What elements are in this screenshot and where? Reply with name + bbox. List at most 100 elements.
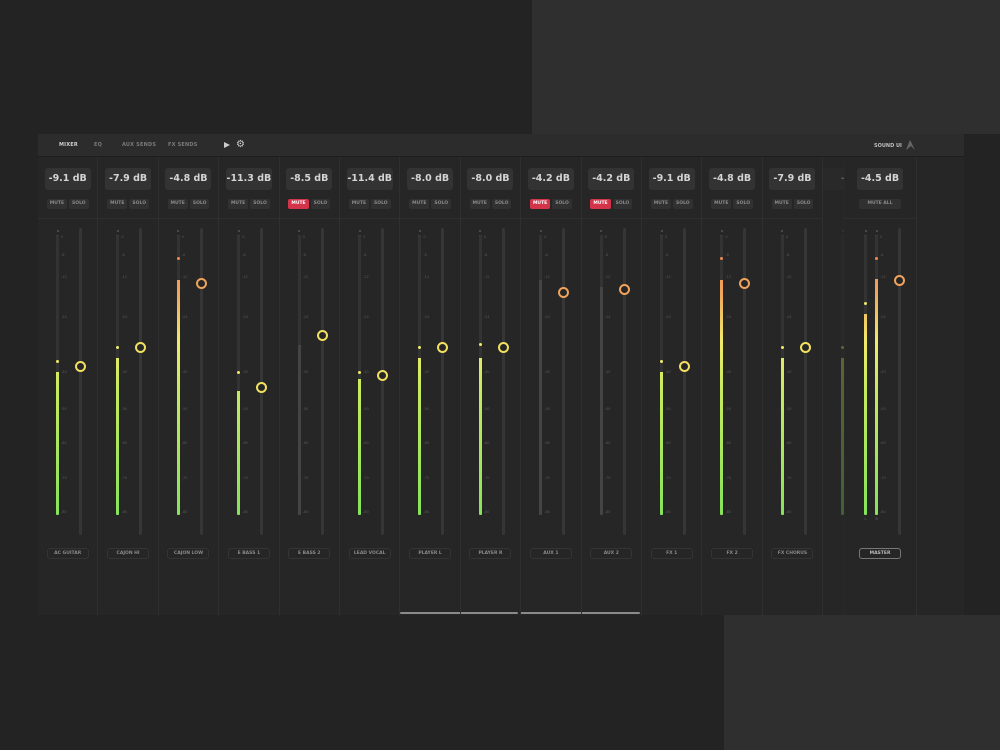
channel-name[interactable]: FX 1: [650, 548, 693, 559]
scale-label: -70: [363, 476, 369, 480]
mute-button[interactable]: MUTE: [348, 199, 370, 209]
scale-label: -40: [423, 370, 430, 374]
mute-button[interactable]: MUTE: [590, 199, 611, 209]
mute-button[interactable]: MUTE: [227, 199, 249, 209]
fader-knob[interactable]: [437, 342, 449, 354]
channel-name[interactable]: PLAYER L: [409, 548, 452, 559]
fader-knob[interactable]: [497, 342, 509, 354]
channel-name[interactable]: LEAD VOCAL: [348, 548, 391, 559]
mute-all-button[interactable]: MUTE ALL: [859, 199, 901, 209]
scale-label: 0: [423, 235, 426, 239]
solo-button[interactable]: SOLO: [793, 199, 814, 209]
solo-button[interactable]: SOLO: [129, 199, 150, 209]
gain-readout: -8.5 dB: [286, 168, 333, 190]
solo-button[interactable]: SOLO: [371, 199, 391, 209]
scale-label: -60: [665, 441, 671, 445]
fader-track[interactable]: [441, 228, 445, 535]
scale-label: -50: [242, 407, 248, 411]
fader-knob[interactable]: [256, 382, 268, 394]
fader-track[interactable]: [501, 228, 505, 535]
channel-name[interactable]: CAJON LOW: [167, 548, 210, 559]
mute-button[interactable]: MUTE: [107, 199, 128, 209]
fader-track[interactable]: [803, 228, 807, 535]
mute-button[interactable]: MUTE: [771, 199, 792, 209]
fader-knob[interactable]: [799, 342, 811, 354]
tab-aux-sends[interactable]: AUX SENDS: [122, 142, 157, 148]
channel-name[interactable]: E BASS 1: [227, 548, 270, 559]
scrollbar[interactable]: [400, 612, 518, 614]
meter-fill: [116, 235, 120, 515]
fader-knob[interactable]: [558, 286, 570, 298]
fader-track[interactable]: [199, 228, 203, 535]
scale-label: -70: [665, 476, 671, 480]
channel-name[interactable]: AUX 2: [590, 548, 633, 559]
solo-button[interactable]: SOLO: [612, 199, 633, 209]
fader-knob[interactable]: [894, 274, 905, 286]
scale-label: -40: [665, 370, 671, 374]
channel-name[interactable]: AUX 1: [529, 548, 572, 559]
fader-track[interactable]: [79, 228, 82, 535]
tab-mixer[interactable]: MIXER: [59, 142, 78, 148]
meter-fill: [56, 235, 59, 515]
divider: [702, 218, 762, 219]
mute-button[interactable]: MUTE: [409, 199, 430, 209]
solo-button[interactable]: SOLO: [189, 199, 210, 209]
mute-button[interactable]: MUTE: [46, 199, 68, 209]
solo-button[interactable]: SOLO: [69, 199, 89, 209]
mute-button[interactable]: MUTE: [650, 199, 672, 209]
fader-knob[interactable]: [75, 360, 86, 372]
mute-button[interactable]: MUTE: [288, 199, 309, 209]
fader-track[interactable]: [381, 228, 384, 535]
fader-knob[interactable]: [316, 329, 328, 341]
play-icon[interactable]: [224, 142, 230, 148]
fader-track[interactable]: [683, 228, 686, 535]
fader-knob[interactable]: [135, 342, 147, 354]
meter-empty: [875, 235, 878, 279]
mute-button[interactable]: MUTE: [711, 199, 732, 209]
master-name[interactable]: MASTER: [859, 548, 901, 559]
scrollbar[interactable]: [520, 612, 640, 614]
channel-name[interactable]: FX 2: [711, 548, 754, 559]
meter-top-dot: [479, 230, 482, 232]
scale-label: -6: [302, 253, 307, 257]
scale-label: -12: [604, 275, 611, 279]
meter-top-dot: [116, 230, 119, 232]
scale-label: -12: [483, 275, 490, 279]
mute-button[interactable]: MUTE: [167, 199, 188, 209]
button-group: MUTE SOLO: [159, 199, 218, 209]
meter-top-dot: [660, 230, 663, 232]
solo-button[interactable]: SOLO: [673, 199, 693, 209]
fader-knob[interactable]: [195, 277, 207, 289]
tab-eq[interactable]: EQ: [94, 142, 103, 148]
fader-track[interactable]: [320, 228, 324, 535]
solo-button[interactable]: SOLO: [250, 199, 270, 209]
tab-fx-sends[interactable]: FX SENDS: [168, 142, 198, 148]
fader-track[interactable]: [562, 228, 566, 535]
channel-name[interactable]: E BASS 2: [288, 548, 331, 559]
solo-button[interactable]: SOLO: [733, 199, 754, 209]
fader-track[interactable]: [139, 228, 143, 535]
fader-knob[interactable]: [377, 369, 388, 381]
fader-track[interactable]: [743, 228, 747, 535]
level-meter: [780, 235, 784, 515]
channel-name[interactable]: CAJON HI: [107, 548, 150, 559]
fader-track[interactable]: [622, 228, 626, 535]
channel-name[interactable]: AC GUITAR: [46, 548, 89, 559]
solo-button[interactable]: SOLO: [552, 199, 572, 209]
fader-knob[interactable]: [618, 283, 630, 295]
channel-name[interactable]: FX CHORUS: [771, 548, 814, 559]
fader-knob[interactable]: [739, 277, 751, 289]
gear-icon[interactable]: ⚙: [236, 139, 245, 150]
scale-label: -80: [363, 510, 369, 514]
solo-button[interactable]: SOLO: [310, 199, 331, 209]
channel-strip: -4.8 dB MUTE SOLO 0 -6 -12 -24 -40 -50 -60 -70 -80 F…: [702, 157, 763, 615]
channel-name[interactable]: PLAYER R: [469, 548, 512, 559]
solo-button[interactable]: SOLO: [431, 199, 452, 209]
mute-button[interactable]: MUTE: [469, 199, 490, 209]
scale-label: -40: [725, 370, 732, 374]
fader-track[interactable]: [898, 228, 901, 535]
fader-track[interactable]: [260, 228, 264, 535]
mute-button[interactable]: MUTE: [529, 199, 551, 209]
fader-knob[interactable]: [679, 360, 690, 372]
solo-button[interactable]: SOLO: [491, 199, 512, 209]
